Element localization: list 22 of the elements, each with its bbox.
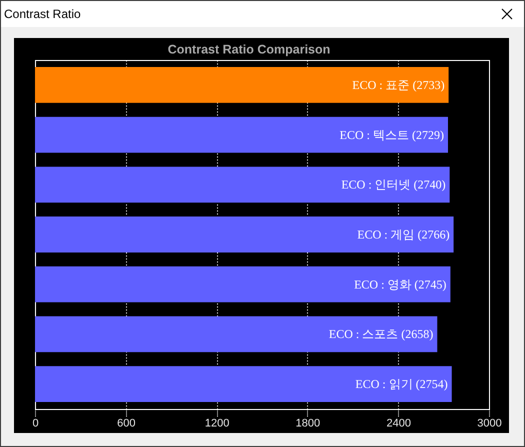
data-label: (2658) (401, 327, 434, 342)
y-tick-label: ECO : 영화 (354, 277, 412, 292)
y-tick-label: ECO : 스포츠 (328, 327, 398, 342)
data-label: (2754) (416, 377, 448, 392)
data-label: (2766) (418, 228, 450, 242)
data-label: (2733) (412, 78, 445, 92)
y-tick-label: ECO : 표준 (352, 78, 410, 92)
y-tick-label: ECO : 인터넷 (341, 178, 411, 192)
y-tick-label: ECO : 텍스트 (340, 128, 409, 142)
data-label: (2729) (412, 128, 444, 142)
x-tick-label: 2400 (386, 418, 411, 430)
data-label: (2745) (414, 277, 446, 292)
chart-title: Contrast Ratio Comparison (168, 42, 330, 56)
text: Contrast Ratio (4, 6, 81, 22)
data-label: (2740) (414, 178, 446, 192)
x-tick-label: 3000 (477, 418, 502, 430)
x-tick-label: 1800 (296, 418, 320, 430)
x-tick-label: 600 (117, 418, 136, 430)
y-tick-label: ECO : 읽기 (355, 377, 413, 392)
x-tick-label: 0 (32, 418, 39, 430)
x-tick-label: 1200 (204, 418, 230, 430)
y-tick-label: ECO : 게임 (357, 228, 415, 242)
